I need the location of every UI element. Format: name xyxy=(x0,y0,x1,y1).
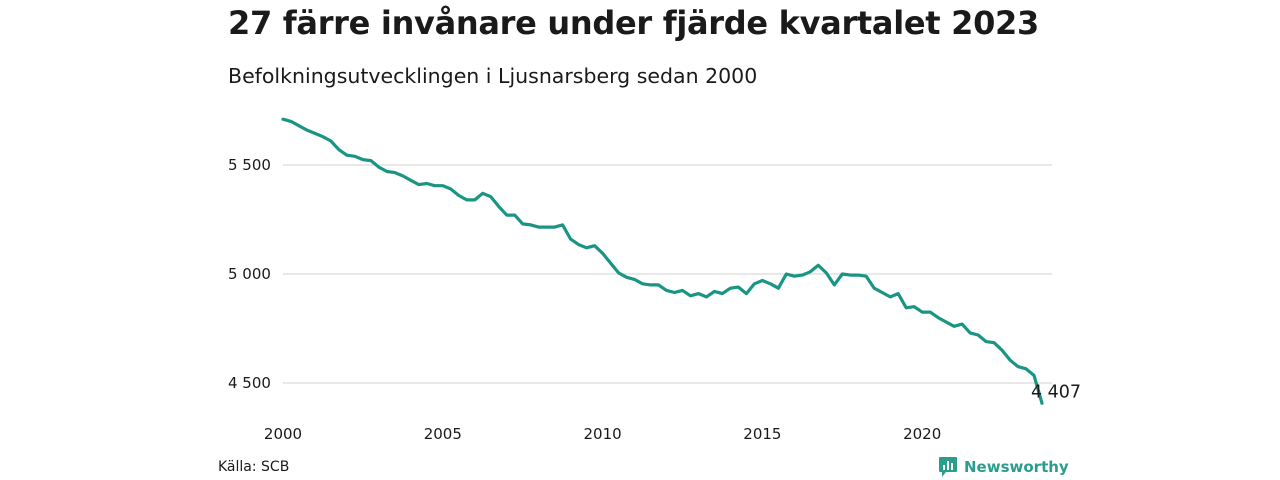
gridlines xyxy=(283,164,1052,384)
y-tick-label: 5 500 xyxy=(228,156,271,174)
x-tick-label: 2005 xyxy=(424,425,462,443)
brand-name: Newsworthy xyxy=(964,458,1069,476)
brand-logo[interactable]: Newsworthy xyxy=(938,456,1069,478)
y-tick-label: 4 500 xyxy=(228,374,271,392)
y-axis-ticks: 4 500 5 000 5 500 xyxy=(228,156,271,392)
series-layer xyxy=(281,117,1044,405)
x-axis-ticks: 2000 2005 2010 2015 2020 xyxy=(264,425,941,443)
end-value-label: 4 407 xyxy=(1031,382,1081,402)
population-line xyxy=(281,117,1044,405)
chart-subtitle: Befolkningsutvecklingen i Ljusnarsberg s… xyxy=(228,64,758,88)
chart-title: 27 färre invånare under fjärde kvartalet… xyxy=(228,4,1039,42)
x-tick-label: 2010 xyxy=(583,425,621,443)
x-tick-label: 2020 xyxy=(903,425,941,443)
x-tick-label: 2015 xyxy=(743,425,781,443)
source-note: Källa: SCB xyxy=(218,459,290,475)
y-tick-label: 5 000 xyxy=(228,265,271,283)
bar-chart-speech-bubble-icon xyxy=(939,457,957,477)
x-tick-label: 2000 xyxy=(264,425,302,443)
data-labels: 4 407 xyxy=(1031,382,1081,402)
